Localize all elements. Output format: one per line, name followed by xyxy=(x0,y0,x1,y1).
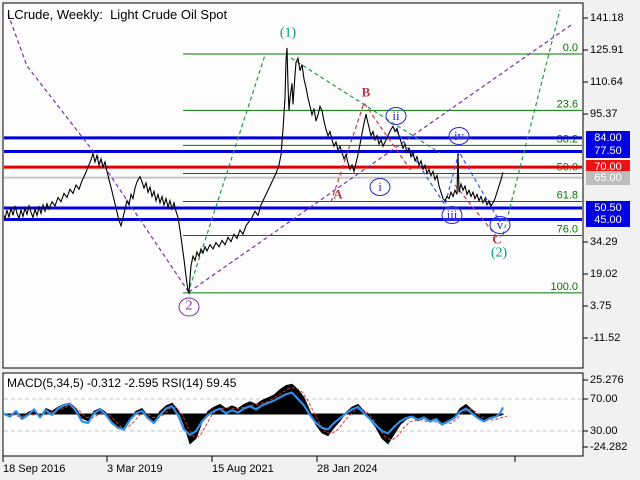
rsi-line xyxy=(4,391,504,437)
indicator-axis-tick-label: -24.282 xyxy=(590,441,628,453)
main-chart-panel[interactable] xyxy=(2,2,584,369)
price-axis-tick-label: 141.18 xyxy=(590,12,624,24)
elliott-wave-label-C[interactable]: C xyxy=(492,231,502,247)
elliott-wave-label-iii[interactable]: iii xyxy=(441,206,463,224)
date-axis-label: 15 Aug 2021 xyxy=(212,463,274,475)
trendline[interactable] xyxy=(189,54,266,288)
price-level-badge-77.50[interactable]: 77.50 xyxy=(586,144,630,159)
fib-level-label: 100.0 xyxy=(550,281,578,293)
indicator-plot-group xyxy=(4,383,582,445)
trendline[interactable] xyxy=(395,129,501,223)
indicator-axis-tick-label: 30.00 xyxy=(590,425,618,437)
price-level-badge-65.00[interactable]: 65.00 xyxy=(586,170,630,185)
price-axis-tick-label: 95.37 xyxy=(590,107,618,120)
fib-level-label: 38.2 xyxy=(557,133,578,145)
indicator-axis-tick-label: 70.00 xyxy=(590,393,618,405)
elliott-wave-label-i[interactable]: i xyxy=(369,178,391,196)
price-level-badge-84.00[interactable]: 84.00 xyxy=(586,130,630,145)
trendline[interactable] xyxy=(502,9,561,236)
fib-level-label: 23.6 xyxy=(557,98,578,110)
indicator-label: MACD(5,34,5) -0.312 -2.595 RSI(14) 59.45 xyxy=(7,376,237,390)
trendline[interactable] xyxy=(188,24,572,293)
trendline[interactable] xyxy=(290,57,441,154)
fib-level-label: 76.0 xyxy=(557,223,578,235)
price-level-badge-50.50[interactable]: 50.50 xyxy=(586,201,630,216)
date-axis-label: 28 Jan 2024 xyxy=(317,463,378,475)
price-axis-tick-label: 3.75 xyxy=(590,299,612,312)
date-axis-label: 18 Sep 2016 xyxy=(3,463,66,475)
fib-level-label: 0.0 xyxy=(563,42,578,54)
elliott-wave-label-v[interactable]: v xyxy=(489,216,511,234)
elliott-wave-label-2[interactable]: 2 xyxy=(178,297,200,317)
fib-level-label: 61.8 xyxy=(557,190,578,202)
elliott-wave-label-B[interactable]: B xyxy=(361,84,371,100)
elliott-wave-label-iv[interactable]: iv xyxy=(448,127,470,145)
price-axis-tick-label: -11.52 xyxy=(590,331,621,344)
price-series-line xyxy=(4,47,504,296)
elliott-wave-label-ii[interactable]: ii xyxy=(385,107,407,125)
indicator-axis-tick-label: 25.276 xyxy=(590,374,624,386)
price-axis-tick-label: 34.29 xyxy=(590,235,618,248)
price-level-badge-45.00[interactable]: 45.00 xyxy=(586,212,630,227)
date-axis-label: 3 Mar 2019 xyxy=(107,463,163,475)
trendline[interactable] xyxy=(7,13,189,292)
chart-title: LCrude, Weekly: Light Crude Oil Spot xyxy=(7,7,228,22)
elliott-wave-label-2[interactable]: (2) xyxy=(490,245,508,261)
elliott-wave-label-1[interactable]: (1) xyxy=(279,25,297,41)
price-axis-tick-label: 125.91 xyxy=(590,44,624,56)
price-axis-tick-label: 110.64 xyxy=(590,75,623,88)
elliott-wave-label-A[interactable]: A xyxy=(333,186,343,202)
price-axis-tick-label: 19.02 xyxy=(590,267,618,280)
